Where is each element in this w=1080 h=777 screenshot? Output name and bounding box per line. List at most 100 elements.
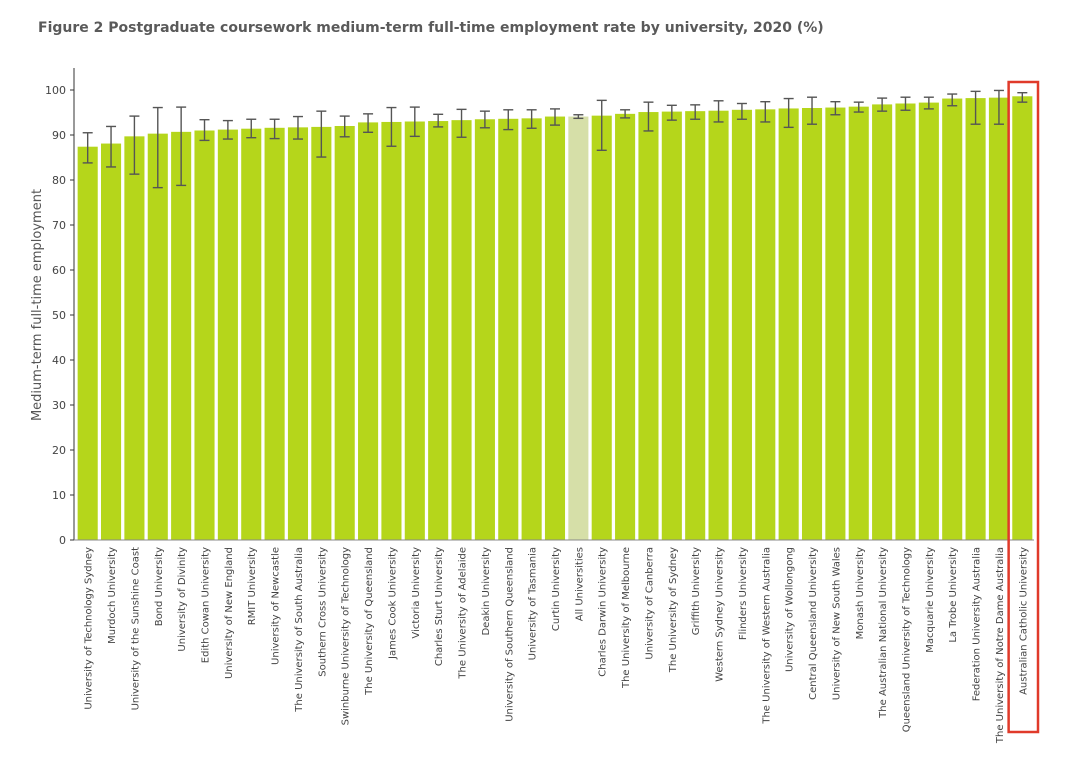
bar (498, 118, 519, 541)
bar (591, 115, 612, 541)
y-tick-label: 80 (52, 174, 66, 187)
bar (615, 113, 636, 540)
error-bar (82, 132, 93, 164)
y-tick-label: 20 (52, 444, 66, 457)
bar (358, 122, 379, 541)
x-tick-label: The University of Sydney (668, 547, 679, 673)
error-bar (292, 115, 303, 140)
x-tick-label: University of Technology Sydney (84, 547, 95, 710)
x-tick-label: University of Tasmania (528, 547, 539, 660)
bar (848, 106, 869, 541)
x-tick-label: The University of South Australia (294, 547, 305, 713)
error-bar (386, 106, 397, 147)
bar (755, 109, 776, 540)
x-tick-label: Central Queensland University (808, 547, 819, 700)
bar (942, 98, 963, 541)
y-tick-label: 70 (52, 219, 66, 232)
error-bar (409, 106, 420, 138)
error-bar (923, 96, 934, 110)
x-tick-label: The University of Adelaide (458, 547, 469, 680)
bar (661, 111, 682, 540)
x-tick-label: Charles Sturt University (434, 547, 445, 666)
bar (731, 109, 752, 541)
bar (77, 146, 98, 540)
y-tick-label: 0 (59, 534, 66, 547)
x-tick-label: Swinburne University of Technology (341, 547, 352, 725)
x-tick-label: Charles Darwin University (598, 547, 609, 677)
error-bar (199, 118, 210, 142)
y-tick-label: 40 (52, 354, 66, 367)
error-bar (970, 90, 981, 125)
highlight-box (1007, 80, 1040, 734)
y-tick-label: 90 (52, 129, 66, 142)
bar (708, 110, 729, 540)
error-bar (269, 118, 280, 140)
x-tick-label: Victoria University (411, 547, 422, 639)
x-tick-label: University of Canberra (644, 547, 655, 660)
x-tick-label: Curtin University (551, 547, 562, 631)
error-bar (456, 108, 467, 138)
bar (544, 116, 566, 541)
error-bar (479, 110, 490, 129)
bar (334, 126, 355, 540)
x-tick-label: Western Sydney University (715, 547, 726, 682)
y-tick-label: 60 (52, 264, 66, 277)
bar (101, 143, 122, 541)
x-tick-label: The University of Notre Dame Australia (995, 547, 1006, 744)
bar (124, 136, 145, 540)
error-bar (760, 100, 771, 123)
y-axis-title: Medium-term full-time employment (30, 189, 45, 421)
bar (451, 120, 472, 541)
bar (171, 131, 192, 540)
x-tick-label: Edith Cowan University (201, 547, 212, 663)
error-bar (877, 97, 888, 112)
error-bar (152, 106, 163, 189)
bar (988, 97, 1009, 541)
x-tick-label: Murdoch University (107, 547, 118, 644)
chart-title: Figure 2 Postgraduate coursework medium-… (38, 20, 824, 36)
bar (264, 127, 285, 541)
error-bar (713, 100, 724, 123)
x-tick-label: University of Divinity (177, 547, 188, 652)
error-bar (129, 115, 140, 175)
x-tick-label: The Australian National University (878, 547, 889, 719)
x-tick-label: Monash University (855, 547, 866, 639)
x-tick-label: University of Newcastle (271, 547, 282, 665)
bar (825, 107, 846, 541)
bar (287, 127, 309, 540)
x-tick-label: All Universities (574, 547, 585, 621)
x-tick-label: Griffith University (691, 547, 702, 635)
bar (241, 128, 262, 540)
x-tick-label: Flinders University (738, 547, 749, 640)
error-bar (246, 118, 257, 139)
x-tick-label: The University of Western Australia (761, 547, 772, 725)
error-bar (666, 104, 677, 121)
x-tick-label: Southern Cross University (317, 547, 328, 677)
error-bar (993, 89, 1004, 125)
y-tick-label: 50 (52, 309, 66, 322)
error-bar (573, 114, 584, 120)
x-tick-label: University of the Sunshine Coast (130, 547, 141, 710)
x-tick-label: RMIT University (247, 547, 258, 625)
x-tick-label: University of New England (224, 547, 235, 679)
error-bar (596, 99, 607, 152)
x-tick-label: Macquarie University (925, 547, 936, 653)
error-bar (550, 108, 560, 126)
error-bar (176, 106, 187, 187)
bar (872, 104, 893, 541)
bar (147, 133, 168, 540)
bar (311, 126, 332, 541)
x-tick-label: University of Wollongong (785, 547, 796, 672)
bar (895, 103, 916, 540)
bar (568, 116, 589, 541)
x-tick-label: Australian Catholic University (1018, 547, 1029, 695)
error-bar (736, 102, 747, 120)
x-tick-label: University of Southern Queensland (504, 547, 515, 722)
error-bar (783, 97, 794, 129)
x-tick-label: La Trobe University (948, 547, 959, 643)
error-bar (503, 109, 514, 131)
bar (778, 108, 799, 540)
bar (918, 102, 939, 540)
bar (428, 121, 449, 541)
